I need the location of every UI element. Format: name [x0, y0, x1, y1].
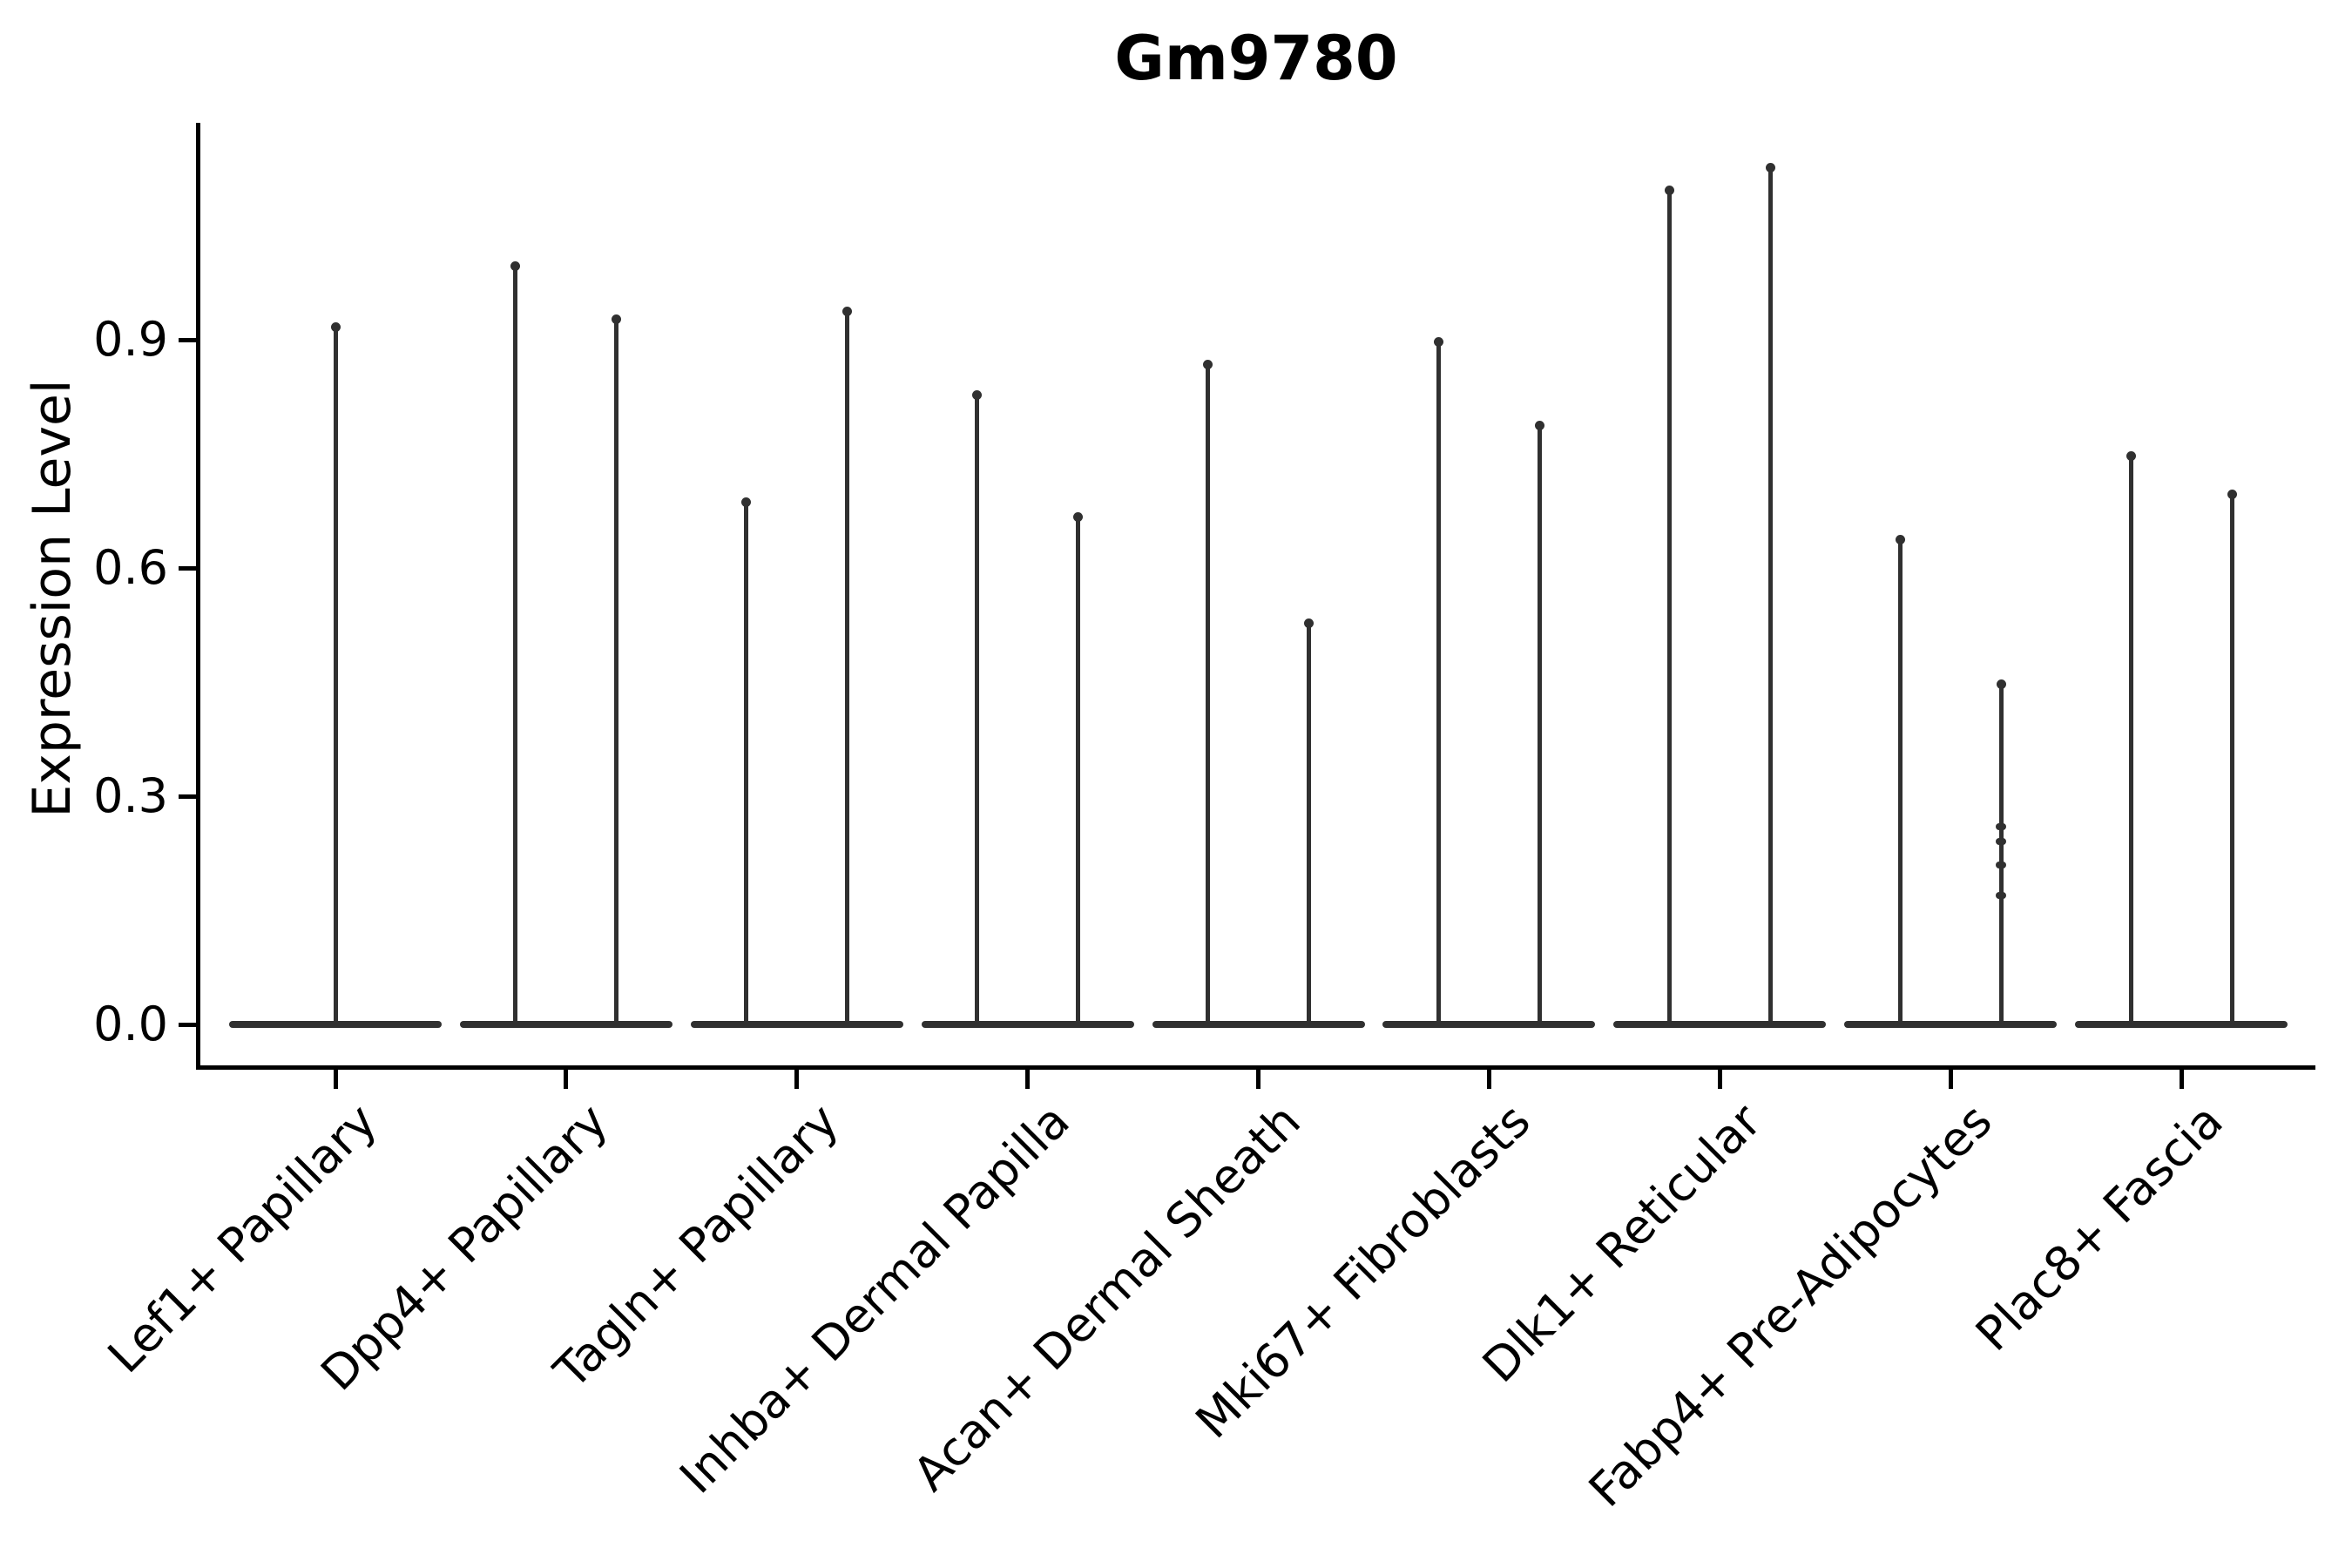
- x-tick-label: Fabp4+ Pre-Adipocytes: [1578, 1093, 2003, 1517]
- y-tick-mark: [179, 1022, 198, 1027]
- violin-needle: [333, 324, 338, 1024]
- y-tick-label: 0.0: [93, 997, 168, 1051]
- x-tick-label: Dlk1+ Reticular: [1472, 1093, 1772, 1394]
- violin-needle: [1436, 340, 1441, 1024]
- violin-needle-tip: [510, 261, 521, 271]
- violin-density-dot: [1996, 861, 2007, 868]
- x-axis-spine: [196, 1065, 2315, 1070]
- violin-needle-tip: [1073, 512, 1084, 523]
- violin-needle: [845, 309, 850, 1024]
- y-axis-spine: [196, 123, 200, 1070]
- violin-needle-tip: [1433, 337, 1443, 348]
- violin-base: [1152, 1021, 1365, 1028]
- x-tick-mark: [333, 1070, 338, 1089]
- y-tick-mark: [179, 565, 198, 571]
- y-axis-label: Expression Level: [22, 379, 83, 818]
- violin-needle-tip: [741, 497, 752, 507]
- violin-density-dot: [1996, 838, 2007, 846]
- x-tick-label: Tagln+ Papillary: [543, 1093, 849, 1399]
- violin-base: [1844, 1021, 2058, 1028]
- y-tick-label: 0.3: [93, 768, 168, 824]
- x-tick-label: Acan+ Dermal Sheath: [902, 1093, 1311, 1502]
- violin-needle-tip: [330, 321, 341, 332]
- violin-needle-tip: [612, 314, 622, 325]
- violin-base: [1613, 1021, 1827, 1028]
- violin-needle-tip: [1203, 360, 1213, 370]
- violin-base: [2075, 1021, 2288, 1028]
- violin-needle: [975, 393, 980, 1024]
- violin-needle: [513, 264, 518, 1024]
- violin-needle-tip: [1765, 162, 1775, 172]
- violin-needle: [614, 317, 619, 1024]
- violin-base: [921, 1021, 1134, 1028]
- violin-needle-tip: [1664, 185, 1674, 195]
- violin-needle-tip: [1304, 618, 1314, 629]
- violin-needle-tip: [1996, 679, 2006, 690]
- violin-needle: [1307, 621, 1311, 1024]
- y-tick-mark: [179, 794, 198, 799]
- violin-needle-tip: [2227, 489, 2237, 499]
- violin-needle: [2229, 491, 2234, 1024]
- violin-needle: [2128, 454, 2133, 1024]
- violin-needle-tip: [972, 390, 983, 401]
- y-tick-mark: [179, 337, 198, 342]
- violin-needle-tip: [1534, 421, 1544, 431]
- x-tick-mark: [1717, 1070, 1722, 1089]
- violin-needle-tip: [842, 307, 853, 317]
- violin-needle: [1537, 423, 1542, 1024]
- chart-title: Gm9780: [1114, 23, 1398, 94]
- x-tick-label: Plac8+ Fascia: [1964, 1093, 2234, 1362]
- x-tick-mark: [1486, 1070, 1491, 1089]
- violin-density-dot: [1996, 823, 2007, 831]
- violin-base: [1382, 1021, 1596, 1028]
- violin-base: [459, 1021, 672, 1028]
- x-tick-mark: [1025, 1070, 1031, 1089]
- violin-base: [690, 1021, 903, 1028]
- violin-needle: [1666, 187, 1672, 1024]
- y-tick-label: 0.6: [93, 540, 168, 596]
- x-tick-mark: [2179, 1070, 2184, 1089]
- y-tick-label: 0.9: [93, 312, 168, 368]
- violin-needle: [1076, 515, 1081, 1024]
- violin-base: [229, 1021, 442, 1028]
- x-tick-mark: [794, 1070, 800, 1089]
- violin-needle-tip: [2126, 451, 2136, 462]
- violin-density-dot: [1996, 891, 2007, 899]
- violin-needle-tip: [1895, 535, 1905, 545]
- x-tick-mark: [1948, 1070, 1953, 1089]
- x-tick-label: Inhba+ Dermal Papilla: [668, 1093, 1080, 1504]
- x-tick-mark: [1256, 1070, 1260, 1089]
- x-tick-mark: [564, 1070, 569, 1089]
- violin-needle: [744, 499, 749, 1024]
- violin-needle: [1767, 165, 1773, 1024]
- violin-needle: [1206, 362, 1210, 1024]
- x-tick-label: Dpp4+ Papillary: [310, 1093, 618, 1402]
- violin-needle: [1998, 682, 2004, 1024]
- x-tick-label: Mki67+ Fibroblasts: [1185, 1093, 1542, 1450]
- violin-needle: [1897, 537, 1903, 1024]
